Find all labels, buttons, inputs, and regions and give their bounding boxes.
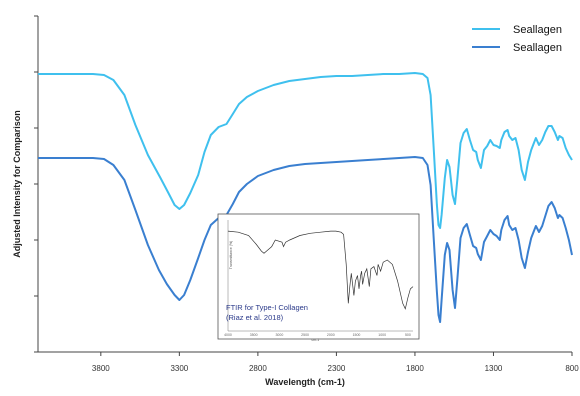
legend-label-0: Seallagen — [513, 24, 562, 36]
inset-y-label: Transmittance (%) — [229, 241, 233, 269]
x-tick-label-4: 1800 — [406, 364, 424, 373]
x-tick-label-2: 2800 — [249, 364, 267, 373]
inset-ftir-reference: 4000 3500 3000 2500 2000 1500 1000 500 Transmitt… — [217, 213, 420, 342]
x-axis-title: Wavelength (cm-1) — [265, 377, 345, 387]
inset-x-tick-5: 1500 — [353, 333, 361, 337]
x-tick-label-6: 800 — [565, 364, 579, 373]
inset-x-tick-2: 3000 — [275, 333, 283, 337]
inset-title: FTIR for Type-I Collagen (Riaz et al. 201… — [226, 303, 308, 322]
inset-x-tick-0: 4000 — [224, 333, 232, 337]
inset-frame — [217, 213, 420, 340]
inset-x-tick-7: 500 — [405, 333, 411, 337]
plot-area: 3800 3300 2800 2300 1800 1300 800 — [34, 15, 579, 373]
inset-x-tick-1: 3500 — [250, 333, 258, 337]
inset-x-tick-3: 2500 — [301, 333, 309, 337]
inset-x-tick-4: 2000 — [327, 333, 335, 337]
inset-title-line-0: FTIR for Type-I Collagen — [226, 303, 308, 312]
x-tick-label-5: 1300 — [485, 364, 503, 373]
x-axis-ticks: 3800 3300 2800 2300 1800 1300 800 — [92, 352, 579, 373]
series-line-1 — [38, 156, 573, 323]
series-line-0 — [38, 72, 573, 229]
inset-spectrum-line — [227, 230, 414, 310]
y-axis-ticks — [34, 15, 38, 353]
inset-x-tick-6: 1000 — [378, 333, 386, 337]
y-axis-title: Adjusted Intensity for Comparison — [12, 110, 22, 258]
x-tick-label-3: 2300 — [328, 364, 346, 373]
legend-label-1: Seallagen — [513, 42, 562, 54]
inset-x-label: cm-1 — [311, 338, 319, 342]
x-tick-label-0: 3800 — [92, 364, 110, 373]
x-tick-label-1: 3300 — [170, 364, 188, 373]
series-layer — [38, 72, 573, 323]
inset-title-line-1: (Riaz et al. 2018) — [226, 313, 284, 322]
legend: Seallagen Seallagen — [472, 24, 562, 54]
